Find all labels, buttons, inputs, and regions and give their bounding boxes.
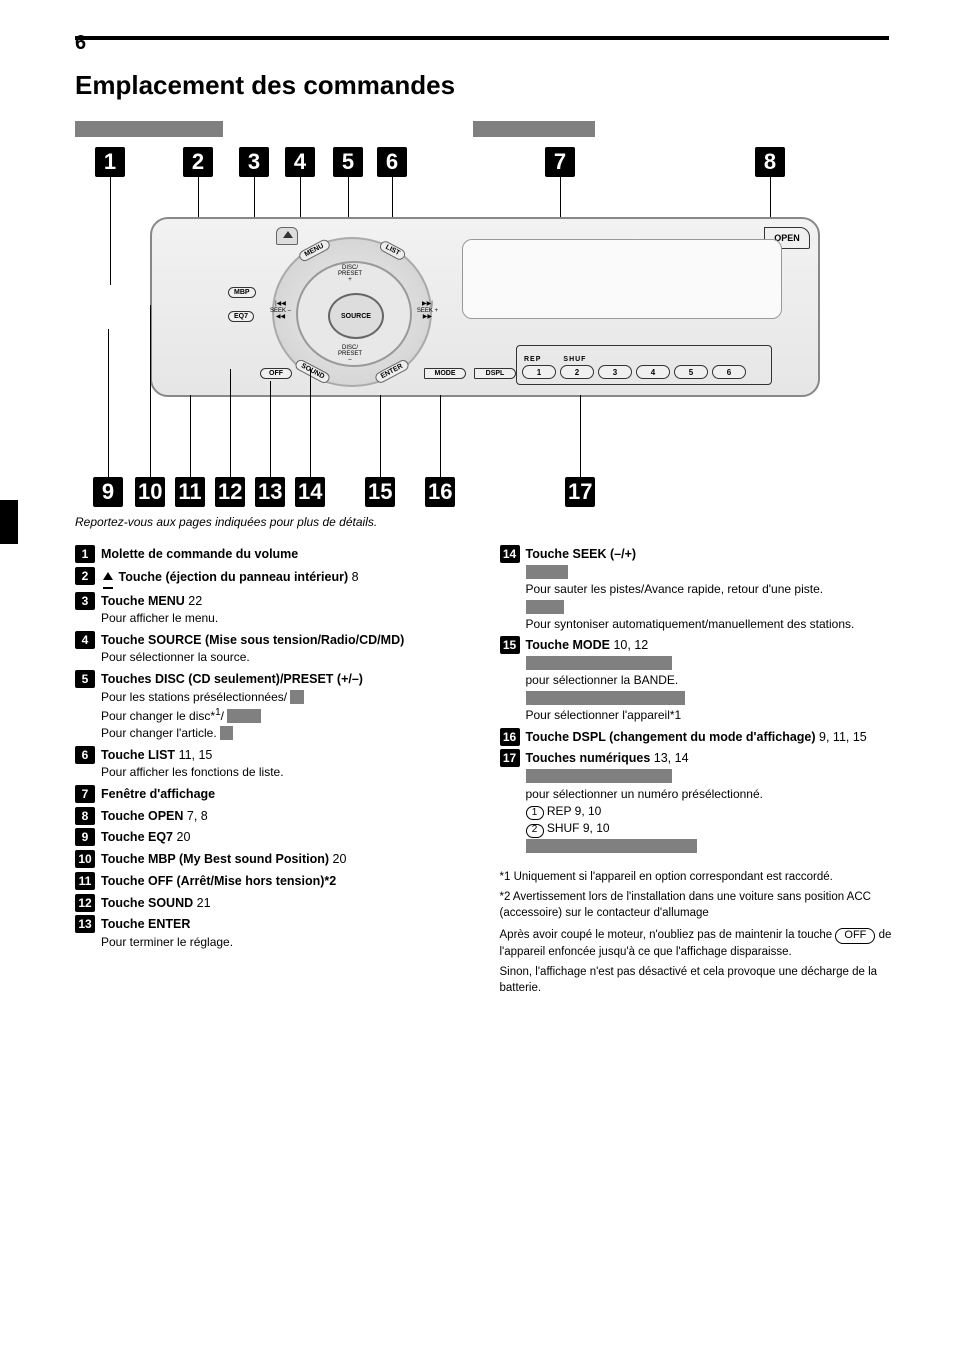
- callout-3: 3: [239, 147, 269, 177]
- circled-2: 2: [526, 824, 544, 838]
- footnotes: *1 Uniquement si l'appareil en option co…: [500, 869, 895, 996]
- number-buttons: 1 2 3 4 5 6: [522, 365, 746, 379]
- section-remote: TÉLÉCOMMANDE: [473, 121, 595, 137]
- top-rule: [75, 36, 889, 40]
- seek-plus-label[interactable]: ▶▶|SEEK +▶▶: [417, 301, 438, 321]
- circled-1: 1: [526, 806, 544, 820]
- tail-note: Reportez-vous aux pages indiquées pour p…: [75, 515, 894, 529]
- eject-button[interactable]: [276, 227, 298, 245]
- callout-12: 12: [215, 477, 245, 507]
- callout-4: 4: [285, 147, 315, 177]
- callout-10: 10: [135, 477, 165, 507]
- mode-button[interactable]: MODE: [424, 368, 466, 379]
- page-title: Emplacement des commandes: [75, 70, 894, 101]
- dspl-button[interactable]: DSPL: [474, 368, 516, 379]
- eject-icon: [103, 567, 113, 589]
- callout-6: 6: [377, 147, 407, 177]
- disc-preset-bot-label: DISC/PRESET–: [338, 345, 362, 363]
- shuf-label: SHUF: [563, 356, 586, 363]
- menu-button[interactable]: MENU: [297, 238, 331, 263]
- off-oval: OFF: [835, 928, 875, 944]
- section-main-unit: APPAREIL PRINCIPAL: [75, 121, 223, 137]
- callout-7: 7: [545, 147, 575, 177]
- callout-13: 13: [255, 477, 285, 507]
- display-window: [462, 239, 782, 319]
- legend-right: 14Touche SEEK (–/+) CD/MD:Pour sauter le…: [500, 545, 895, 996]
- source-button[interactable]: SOURCE: [328, 293, 384, 339]
- page-number: 6: [75, 32, 86, 55]
- callout-11: 11: [175, 477, 205, 507]
- mbp-button[interactable]: MBP: [228, 287, 256, 298]
- num-6[interactable]: 6: [712, 365, 746, 379]
- callout-2: 2: [183, 147, 213, 177]
- list-button[interactable]: LIST: [378, 239, 407, 261]
- eq7-button[interactable]: EQ7: [228, 311, 254, 322]
- control-dial[interactable]: MENU LIST SOUND ENTER DISC/PRESET+ DISC/…: [272, 237, 432, 387]
- side-black-tab: [0, 500, 18, 544]
- rep-label: REP: [524, 356, 541, 363]
- enter-button[interactable]: ENTER: [374, 358, 411, 384]
- disc-preset-top-label: DISC/PRESET+: [338, 265, 362, 283]
- seek-minus-label[interactable]: |◀◀SEEK –◀◀: [270, 301, 291, 321]
- callout-17: 17: [565, 477, 595, 507]
- callout-1: 1: [95, 147, 125, 177]
- callout-16: 16: [425, 477, 455, 507]
- callout-9: 9: [93, 477, 123, 507]
- callout-5: 5: [333, 147, 363, 177]
- callout-14: 14: [295, 477, 325, 507]
- callout-15: 15: [365, 477, 395, 507]
- num-4[interactable]: 4: [636, 365, 670, 379]
- num-5[interactable]: 5: [674, 365, 708, 379]
- num-1[interactable]: 1: [522, 365, 556, 379]
- callout-8: 8: [755, 147, 785, 177]
- off-button[interactable]: OFF: [260, 368, 292, 379]
- head-unit: OPEN MENU LIST SOUND ENTER DISC/PRESET+ …: [150, 217, 820, 397]
- device-diagram: 1 2 3 4 5 6 7 8 OPEN MENU LIST SOUND: [75, 147, 894, 507]
- legend-left: 1Molette de commande du volume 2 Touche …: [75, 545, 470, 996]
- num-2[interactable]: 2: [560, 365, 594, 379]
- sound-button[interactable]: SOUND: [294, 358, 332, 385]
- num-3[interactable]: 3: [598, 365, 632, 379]
